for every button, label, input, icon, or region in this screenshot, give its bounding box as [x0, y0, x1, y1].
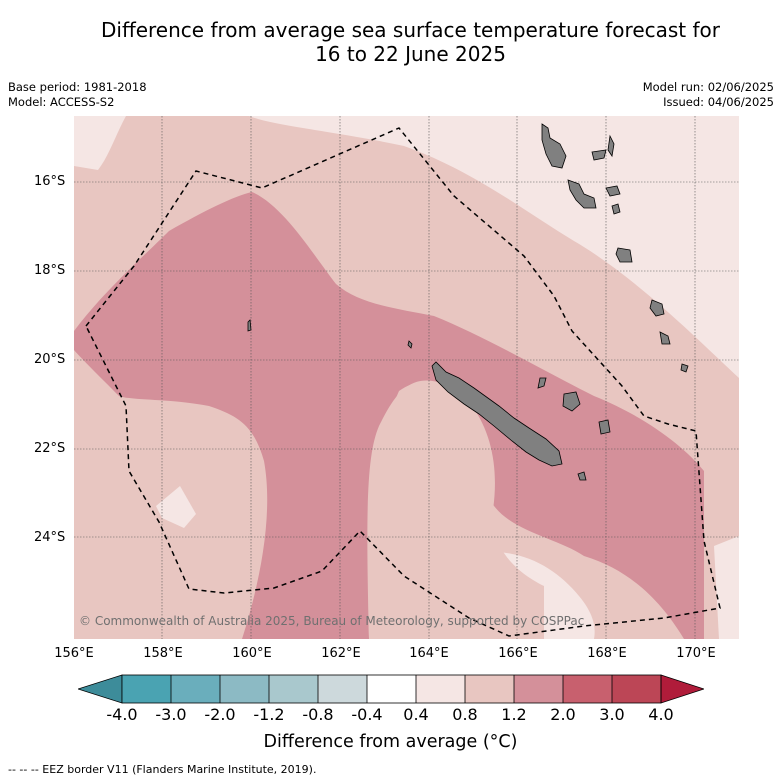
colorbar-bin-1 — [122, 675, 171, 703]
vanuatu-malekula-north — [591, 149, 607, 161]
colorbar-tick: 0.4 — [403, 705, 429, 724]
model-run: Model run: 02/06/2025 — [642, 80, 774, 94]
vanuatu-aneityum — [680, 363, 689, 373]
lon-label-164e: 164°E — [409, 646, 449, 661]
colorbar-tick: 4.0 — [648, 705, 674, 724]
lat-label-24s: 24°S — [34, 530, 66, 545]
copyright-notice: © Commonwealth of Australia 2025, Bureau… — [79, 614, 585, 628]
lat-label-20s: 20°S — [34, 352, 66, 367]
anomaly-band-0p4-0p8-northeast — [249, 116, 739, 378]
colorbar-bin-11 — [612, 675, 661, 703]
issued-date: Issued: 04/06/2025 — [663, 95, 774, 109]
vanuatu-ambrym — [605, 185, 621, 197]
anomaly-band-0p8-1p2-inner — [368, 382, 544, 639]
colorbar-tick: 3.0 — [599, 705, 625, 724]
new-caledonia-island — [431, 361, 563, 467]
title-line-2: 16 to 22 June 2025 — [315, 42, 506, 66]
anomaly-band-0p4-0p8-southwest — [156, 486, 196, 528]
eez-legend: -- -- -- EEZ border V11 (Flanders Marine… — [8, 763, 317, 776]
anomaly-band-1p2-2p0 — [74, 192, 704, 639]
colorbar-bin-10 — [563, 675, 612, 703]
lon-label-156e: 156°E — [54, 646, 94, 661]
colorbar-bin-4 — [269, 675, 318, 703]
colorbar-tick: -0.8 — [302, 705, 334, 724]
lon-label-160e: 160°E — [232, 646, 272, 661]
colorbar-tick: -0.4 — [351, 705, 383, 724]
colorbar-tick: 0.8 — [452, 705, 478, 724]
graticule — [74, 116, 739, 639]
vanuatu-maewo — [607, 134, 615, 158]
colorbar-extend-high — [660, 674, 704, 704]
lat-label-18s: 18°S — [34, 263, 66, 278]
islet-chesterfield — [247, 319, 252, 332]
vanuatu-espiritu-santo — [541, 123, 567, 169]
eez-border — [85, 127, 721, 637]
colorbar-extend-low — [78, 674, 123, 704]
colorbar-bin-6 — [367, 675, 416, 703]
colorbar-bin-9 — [514, 675, 563, 703]
meta-right: Model run: 02/06/2025 Issued: 04/06/2025 — [643, 80, 774, 110]
colorbar-tick: -4.0 — [106, 705, 138, 724]
colorbar-tick: -1.2 — [253, 705, 285, 724]
colorbar-bin-7 — [416, 675, 465, 703]
anomaly-band-0p4-0p8-southeast — [714, 536, 739, 639]
map-title: Difference from average sea surface temp… — [40, 18, 781, 66]
colorbar-tick: -3.0 — [155, 705, 187, 724]
vanuatu-efate — [615, 247, 633, 263]
model-name: Model: ACCESS-S2 — [8, 95, 115, 109]
colorbar-bin-5 — [318, 675, 367, 703]
colorbar-tick: -2.0 — [204, 705, 236, 724]
colorbar-tick: 1.2 — [501, 705, 527, 724]
lon-label-162e: 162°E — [321, 646, 361, 661]
sst-anomaly-map — [74, 116, 739, 639]
lat-label-22s: 22°S — [34, 441, 66, 456]
land-masses — [247, 123, 689, 481]
islet-isle-of-pines — [577, 471, 587, 481]
islet-belep — [407, 340, 413, 349]
colorbar-bin-3 — [220, 675, 269, 703]
colorbar-tick: 2.0 — [550, 705, 576, 724]
islet-lifou — [562, 391, 581, 412]
base-period: Base period: 1981-2018 — [8, 80, 147, 94]
vanuatu-erromango — [649, 299, 665, 317]
colorbar-title: Difference from average (°C) — [263, 732, 518, 752]
colorbar-bin-2 — [171, 675, 220, 703]
lon-label-168e: 168°E — [587, 646, 627, 661]
lon-label-170e: 170°E — [676, 646, 716, 661]
lon-label-158e: 158°E — [143, 646, 183, 661]
vanuatu-malekula — [567, 179, 597, 209]
colorbar — [78, 674, 704, 704]
colorbar-bin-8 — [465, 675, 514, 703]
meta-left: Base period: 1981-2018 Model: ACCESS-S2 — [8, 80, 147, 110]
vanuatu-epi — [611, 203, 621, 215]
lat-label-16s: 16°S — [34, 174, 66, 189]
lon-label-166e: 166°E — [498, 646, 538, 661]
vanuatu-tanna — [659, 331, 671, 345]
title-line-1: Difference from average sea surface temp… — [100, 18, 720, 42]
islet-ouvea — [537, 377, 547, 389]
islet-mare — [598, 419, 611, 435]
anomaly-band-0p4-0p8-northwest — [74, 116, 126, 170]
